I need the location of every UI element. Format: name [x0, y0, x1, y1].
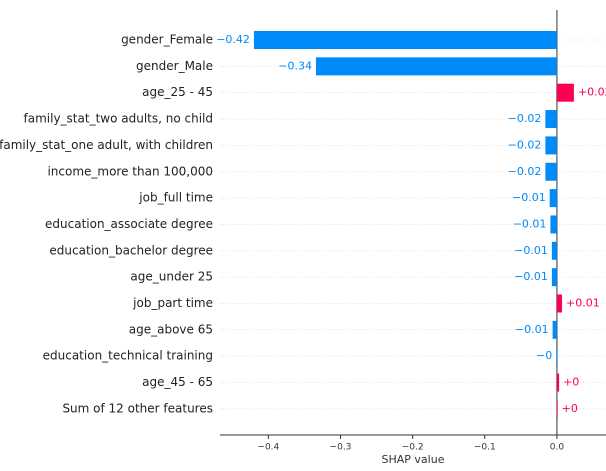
bar — [549, 189, 557, 208]
value-label: −0.02 — [508, 112, 542, 125]
x-tick-label: −0.4 — [257, 443, 279, 453]
bar — [550, 215, 557, 234]
y-tick-label: age_under 25 — [130, 270, 213, 284]
y-tick-label: gender_Male — [136, 59, 213, 73]
x-tick-label: −0.3 — [330, 443, 352, 453]
bar — [552, 320, 557, 339]
bar — [545, 110, 557, 129]
y-tick-label: age_45 - 65 — [142, 375, 213, 389]
value-label: −0.01 — [515, 323, 549, 336]
value-label: +0 — [562, 402, 578, 415]
y-tick-label: education_bachelor degree — [49, 243, 213, 257]
y-tick-label: income_more than 100,000 — [47, 164, 213, 178]
bar — [556, 294, 562, 313]
bar — [551, 241, 557, 260]
x-tick-label: −0.2 — [402, 443, 424, 453]
bar — [556, 399, 558, 418]
value-label: −0.01 — [514, 244, 548, 257]
y-tick-label: job_full time — [138, 191, 213, 205]
value-label: +0 — [563, 376, 579, 389]
value-label: −0.01 — [513, 217, 547, 230]
bar — [545, 136, 557, 155]
y-tick-label: education_technical training — [43, 349, 213, 363]
x-tick-label: −0.1 — [474, 443, 496, 453]
bar — [556, 83, 574, 102]
y-tick-label: family_stat_two adults, no child — [24, 112, 213, 126]
bar — [556, 373, 560, 392]
y-tick-label: age_25 - 45 — [142, 85, 213, 99]
value-label: +0.02 — [578, 86, 606, 99]
x-axis-label: SHAP value — [382, 453, 445, 466]
value-label: −0.02 — [508, 138, 542, 151]
value-label: −0.42 — [216, 33, 250, 46]
bar — [253, 31, 557, 49]
y-tick-label: job_part time — [132, 296, 213, 310]
value-label: +0.01 — [566, 297, 600, 310]
y-tick-label: family_stat_one adult, with children — [0, 138, 213, 152]
bar — [315, 57, 557, 76]
y-tick-label: Sum of 12 other features — [62, 401, 213, 415]
y-tick-label: education_associate degree — [45, 217, 213, 231]
value-label: −0.01 — [514, 270, 548, 283]
bar — [551, 268, 557, 287]
value-label: −0.02 — [508, 165, 542, 178]
y-tick-label: age_above 65 — [129, 322, 213, 336]
y-tick-label: gender_Female — [121, 33, 213, 47]
bar — [545, 162, 557, 181]
value-label: −0 — [536, 349, 552, 362]
bar — [556, 347, 557, 366]
x-tick-label: 0.0 — [550, 443, 565, 453]
value-label: −0.01 — [512, 191, 546, 204]
value-label: −0.34 — [278, 59, 312, 72]
